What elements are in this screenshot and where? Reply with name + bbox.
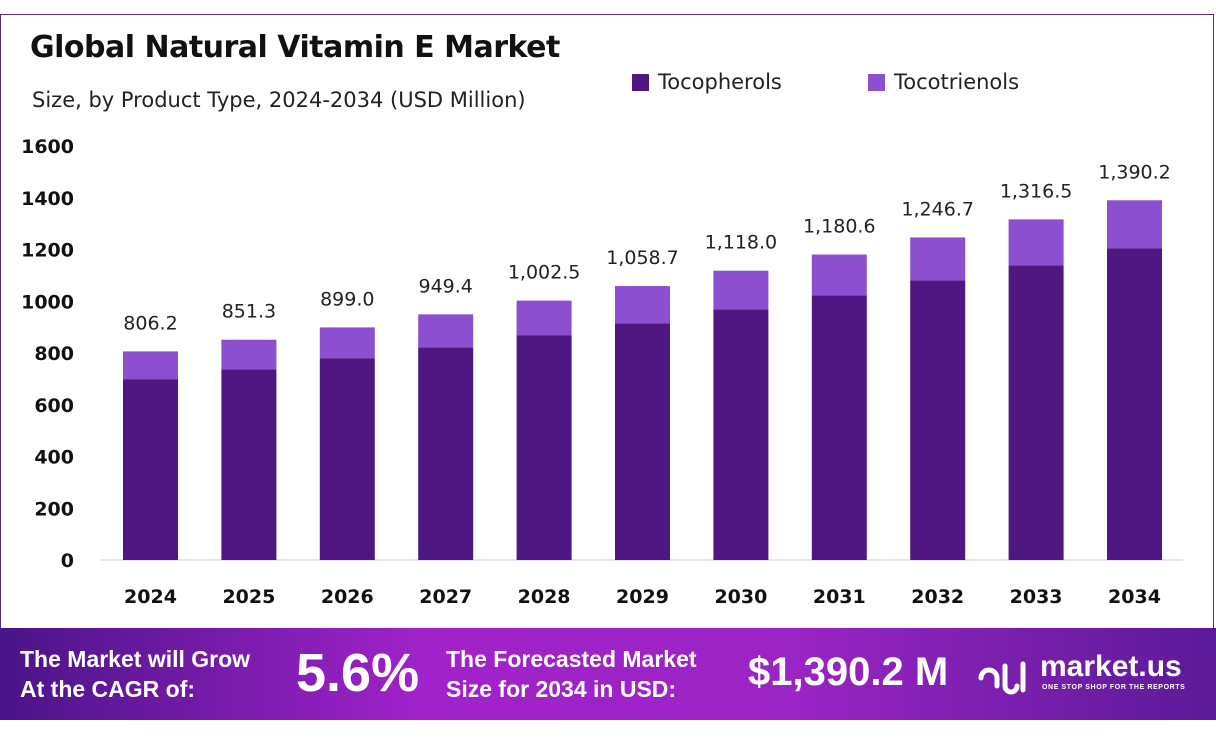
x-tick-label: 2024 [124, 586, 177, 608]
data-label: 1,118.0 [705, 232, 778, 254]
data-label: 1,390.2 [1098, 161, 1171, 183]
bar-tocopherols-2024 [123, 379, 178, 560]
y-tick-label: 1400 [21, 188, 74, 210]
data-label: 1,316.5 [1000, 180, 1073, 202]
y-tick-label: 800 [34, 343, 74, 365]
forecast-label-1: The Forecasted Market [446, 646, 697, 672]
x-tick-label: 2025 [222, 586, 275, 608]
y-tick-label: 0 [61, 550, 74, 572]
x-tick-label: 2031 [813, 586, 866, 608]
x-tick-label: 2028 [518, 586, 571, 608]
market-us-logo-icon [978, 661, 1026, 695]
legend-label: Tocotrienols [894, 70, 1020, 94]
legend-label: Tocopherols [658, 70, 782, 94]
bar-tocopherols-2028 [516, 335, 572, 560]
bar-tocopherols-2033 [1008, 265, 1064, 560]
bar-tocotrienols-2027 [418, 314, 474, 348]
y-tick-label: 1000 [21, 291, 74, 313]
brand-name: market.us [1040, 650, 1182, 683]
bar-tocotrienols-2031 [811, 254, 867, 296]
bar-tocotrienols-2034 [1107, 200, 1162, 249]
data-label: 949.4 [418, 275, 472, 297]
bar-tocopherols-2026 [319, 358, 375, 560]
cagr-label-2: At the CAGR of: [20, 676, 196, 702]
y-tick-label: 400 [34, 447, 74, 469]
data-label: 1,246.7 [901, 198, 974, 220]
legend-swatch [632, 73, 649, 91]
x-tick-label: 2034 [1108, 586, 1161, 608]
bar-tocopherols-2030 [713, 309, 769, 560]
x-tick-label: 2033 [1010, 586, 1063, 608]
bar-tocotrienols-2030 [713, 270, 769, 310]
y-tick-label: 600 [34, 395, 74, 417]
x-tick-label: 2030 [714, 586, 767, 608]
y-tick-label: 1600 [21, 136, 74, 158]
legend-item-tocotrienols: Tocotrienols [868, 70, 1019, 94]
data-label: 1,180.6 [803, 216, 876, 238]
cagr-label-1: The Market will Grow [20, 646, 251, 672]
x-tick-label: 2026 [321, 586, 374, 608]
y-tick-label: 1200 [21, 240, 74, 262]
bar-tocotrienols-2033 [1008, 219, 1064, 266]
x-tick-label: 2032 [911, 586, 964, 608]
bar-tocotrienols-2028 [516, 300, 572, 336]
bar-tocopherols-2032 [910, 280, 966, 560]
bar-tocopherols-2029 [615, 323, 670, 560]
bar-tocopherols-2027 [418, 347, 474, 560]
bar-chart: 0 200 400 600 800 1000 1200 1400 1600 806.2 2024 85… [21, 136, 1183, 608]
data-label: 1,058.7 [606, 247, 679, 269]
legend-item-tocopherols: Tocopherols [632, 70, 782, 94]
chart-subtitle: Size, by Product Type, 2024-2034 (USD Mi… [32, 88, 526, 112]
bar-tocopherols-2034 [1107, 248, 1162, 561]
bar-tocotrienols-2026 [319, 327, 375, 359]
data-label: 806.2 [123, 312, 177, 334]
x-tick-label: 2029 [616, 586, 669, 608]
legend-swatch [868, 73, 885, 91]
bar-tocotrienols-2029 [615, 286, 670, 324]
data-label: 899.0 [320, 288, 374, 310]
footer-banner: The Market will Grow At the CAGR of: 5.6… [0, 628, 1216, 720]
cagr-value: 5.6% [296, 643, 420, 703]
data-label: 1,002.5 [508, 262, 581, 284]
forecast-value: $1,390.2 M [748, 650, 949, 694]
bar-tocopherols-2031 [811, 295, 867, 560]
bar-tocotrienols-2032 [910, 237, 966, 281]
chart-title: Global Natural Vitamin E Market [30, 30, 560, 65]
bar-tocopherols-2025 [221, 369, 277, 560]
brand-tagline: ONE STOP SHOP FOR THE REPORTS [1042, 684, 1186, 691]
bar-tocotrienols-2024 [123, 351, 178, 380]
bar-tocotrienols-2025 [221, 339, 277, 370]
data-label: 851.3 [222, 301, 276, 323]
y-tick-label: 200 [34, 498, 74, 520]
forecast-label-2: Size for 2034 in USD: [446, 676, 677, 702]
x-tick-label: 2027 [419, 586, 472, 608]
